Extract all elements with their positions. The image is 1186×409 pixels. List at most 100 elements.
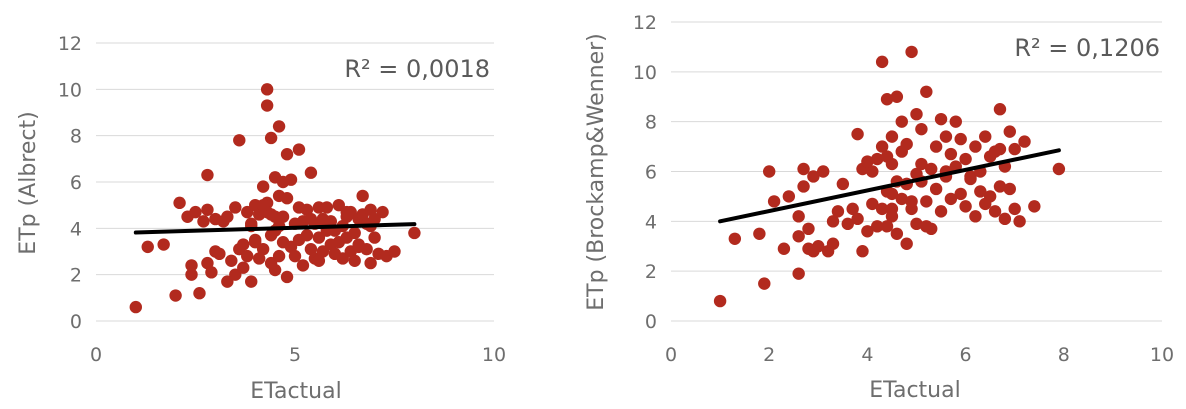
data-point (890, 227, 904, 240)
x-tick-label: 8 (1058, 344, 1070, 366)
y-tick-label: 4 (70, 218, 82, 240)
data-point (969, 140, 982, 153)
data-point (959, 152, 972, 166)
data-point (905, 195, 918, 208)
data-point (885, 130, 899, 143)
data-point (245, 275, 258, 288)
y-tick-label: 10 (58, 79, 82, 101)
y-tick-label: 6 (645, 162, 657, 184)
data-point (260, 99, 274, 112)
data-point (205, 266, 218, 279)
data-point (807, 245, 820, 258)
data-point (368, 231, 381, 244)
data-point (895, 192, 908, 206)
data-point (861, 155, 874, 168)
data-point (885, 202, 899, 216)
data-point (272, 249, 286, 263)
data-point (767, 195, 781, 208)
x-tick-label: 2 (763, 344, 775, 366)
y-tick-label: 6 (70, 172, 82, 194)
y-axis-title: ETp (Albrect) (16, 111, 41, 254)
x-tick-label: 4 (861, 344, 873, 366)
data-point (1028, 200, 1041, 213)
data-point (905, 45, 918, 59)
data-point (256, 180, 270, 193)
data-point (213, 247, 226, 261)
data-point (728, 232, 742, 245)
data-point (885, 157, 899, 171)
data-point (974, 185, 987, 198)
plot-area: 0 2 4 6 8 10 12 0 5 10 (58, 33, 506, 366)
data-point (1003, 182, 1016, 196)
data-point (340, 205, 353, 219)
data-point (197, 215, 210, 228)
data-point (792, 210, 805, 223)
data-point (221, 275, 234, 288)
data-point (949, 115, 962, 128)
data-point (264, 131, 278, 145)
data-point (348, 226, 361, 240)
data-point (237, 261, 250, 274)
x-axis-title: ETactual (869, 378, 960, 403)
data-point (268, 263, 282, 277)
data-point (915, 157, 928, 171)
data-point (288, 249, 302, 263)
data-point (336, 252, 349, 265)
data-point (934, 112, 948, 126)
plot-area: 0 2 4 6 8 10 12 0 2 4 6 8 10 (633, 12, 1174, 366)
data-point (141, 240, 154, 254)
data-point (826, 237, 840, 250)
data-point (193, 287, 206, 300)
data-point (871, 152, 884, 166)
data-point (185, 268, 198, 281)
data-point (763, 165, 776, 178)
data-point (284, 173, 298, 186)
data-point (792, 230, 805, 243)
data-point (885, 187, 899, 201)
data-point (185, 259, 198, 272)
data-point (1013, 215, 1026, 228)
data-point (352, 238, 365, 251)
data-point (376, 205, 389, 219)
data-point (225, 254, 238, 267)
data-point (332, 198, 345, 212)
data-point (304, 166, 318, 179)
data-point (983, 190, 997, 203)
data-point (296, 259, 310, 272)
y-tick-label: 10 (633, 62, 657, 84)
data-point (910, 217, 923, 231)
data-point (777, 242, 791, 255)
data-point (252, 252, 266, 265)
data-point (292, 201, 306, 214)
y-tick-label: 12 (58, 33, 82, 55)
trendline (133, 222, 417, 235)
data-point (939, 130, 953, 143)
data-point (875, 202, 889, 216)
data-point (856, 245, 869, 258)
data-point (272, 120, 286, 133)
data-point (915, 122, 928, 136)
data-point (292, 143, 306, 156)
data-point (871, 220, 884, 233)
data-point (895, 115, 908, 128)
data-point (1008, 202, 1021, 216)
data-point (260, 83, 274, 96)
data-point (920, 220, 933, 233)
data-point (304, 242, 318, 256)
data-point (157, 238, 170, 251)
data-point (237, 238, 250, 251)
r2-label: R² = 0,1206 (1014, 34, 1160, 62)
data-point (993, 103, 1007, 116)
x-tick-label: 10 (1150, 344, 1174, 366)
data-point (954, 132, 967, 146)
data-point (807, 170, 820, 183)
data-point (802, 222, 815, 236)
x-tick-label: 10 (482, 344, 506, 366)
data-point (1052, 162, 1066, 176)
data-point (1018, 135, 1031, 148)
data-point (998, 212, 1012, 226)
data-point (846, 202, 859, 216)
data-point (934, 205, 948, 218)
x-tick-label: 0 (665, 344, 677, 366)
